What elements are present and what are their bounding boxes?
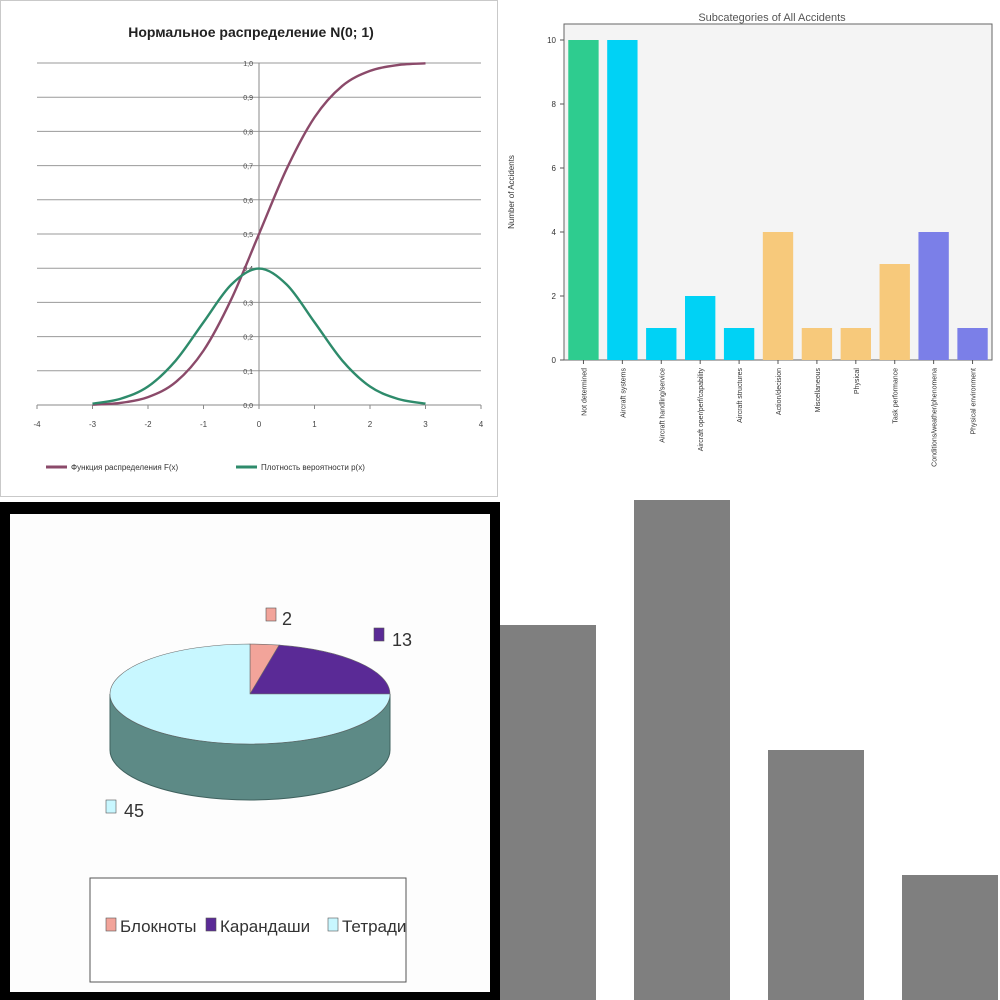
chart1-y-tick: 0,7: [243, 164, 253, 171]
chart2-x-tick-label: Miscellaneous: [815, 368, 822, 413]
chart2-x-tick-label: Task performance: [893, 368, 900, 424]
gray-bar: [768, 750, 864, 1000]
chart1-x-tick: -2: [144, 420, 152, 429]
gray-bar: [634, 500, 730, 1000]
accident-bar: [762, 232, 794, 360]
cdf-series-line: [92, 62, 426, 406]
chart1-y-tick: 0,0: [243, 403, 253, 410]
chart2-x-tick-label: Conditions/weather/phenomena: [932, 368, 939, 467]
gray-bar: [902, 875, 998, 1000]
chart2-x-tick-label: Not determined: [581, 368, 588, 416]
normal-distribution-chart: Нормальное распределение N(0; 1) 0,0 0,1 0…: [0, 0, 498, 497]
supplies-pie-panel: 2 13 45 Блокноты Карандаши Тетради: [0, 502, 500, 1000]
normal-distribution-svg: Нормальное распределение N(0; 1) 0,0 0,1 0…: [33, 24, 484, 472]
pie-value-swatch: [265, 607, 277, 622]
chart2-x-tick-label: Action/decision: [776, 368, 783, 415]
chart1-y-tick: 0,9: [243, 95, 253, 102]
pie-legend-box: [89, 877, 407, 983]
chart2-title: Subcategories of All Accidents: [698, 12, 846, 24]
chart1-x-tick: 0: [257, 420, 262, 429]
chart1-y-tick: 0,5: [243, 232, 253, 239]
legend-label-cdf: Функция распределения F(x): [71, 463, 179, 472]
accident-bar: [801, 328, 833, 360]
pie-slice: [109, 643, 391, 745]
supplies-pie-chart: 2 13 45 Блокноты Карандаши Тетради: [10, 514, 490, 992]
chart1-y-tick: 0,6: [243, 198, 253, 205]
gray-bar-chart: [500, 500, 1000, 1000]
chart2-x-tick-label: Aircraft handling/service: [659, 368, 666, 443]
chart2-x-tick-label: Physical environment: [971, 368, 978, 435]
accident-bar: [918, 232, 949, 360]
chart2-y-tick: 4: [552, 228, 557, 237]
pie-value-label: 2: [282, 609, 292, 629]
chart1-y-tick: 0,4: [243, 266, 253, 273]
accident-bar: [607, 40, 638, 360]
chart2-y-tick: 2: [552, 292, 557, 301]
chart1-x-tick: 4: [479, 420, 484, 429]
pie-value-swatch: [373, 627, 385, 642]
accident-bar: [646, 328, 677, 360]
chart2-x-tick-label: Aircraft systems: [620, 368, 627, 418]
chart1-y-tick: 0,3: [243, 300, 253, 307]
chart1-x-tick: 3: [423, 420, 428, 429]
pie-legend-swatch: [105, 917, 117, 932]
accident-bar: [723, 328, 755, 360]
supplies-pie-svg: 2 13 45 Блокноты Карандаши Тетради: [89, 607, 412, 983]
chart2-ylabel: Number of Accidents: [507, 155, 516, 229]
chart1-y-tick: 0,2: [243, 335, 253, 342]
chart1-x-tick: -4: [33, 420, 41, 429]
pie-value-label: 45: [124, 801, 144, 821]
pie-legend-label: Блокноты: [120, 917, 196, 936]
chart1-title: Нормальное распределение N(0; 1): [128, 24, 374, 40]
accident-bar: [957, 328, 988, 360]
pie-legend-swatch: [327, 917, 339, 932]
chart2-y-tick: 8: [552, 100, 557, 109]
chart2-x-tick-label: Aircraft oper/perf/capability: [698, 368, 705, 452]
gray-bar: [500, 625, 596, 1000]
chart1-x-tick: 1: [312, 420, 317, 429]
chart1-y-tick: 0,8: [243, 129, 253, 136]
chart2-x-tick-label: Physical: [854, 368, 861, 395]
accident-bar: [685, 296, 716, 360]
pie-legend-label: Карандаши: [220, 917, 310, 936]
chart1-y-tick: 0,1: [243, 369, 253, 376]
pie-legend-swatch: [205, 917, 217, 932]
chart2-y-tick: 10: [547, 36, 556, 45]
gray-bar-svg: [500, 500, 998, 1000]
pie-value-swatch: [105, 799, 117, 814]
chart2-x-tick-label: Aircraft structures: [737, 368, 744, 423]
chart2-y-tick: 6: [552, 164, 557, 173]
chart1-x-tick: -3: [89, 420, 97, 429]
accident-bar: [879, 264, 910, 360]
chart1-y-tick: 1,0: [243, 61, 253, 68]
chart1-x-tick: 2: [368, 420, 373, 429]
chart1-legend: Функция распределения F(x) Плотность вер…: [46, 463, 365, 472]
pie-slice: [249, 644, 391, 695]
accident-bar: [568, 40, 599, 360]
pie-value-label: 13: [392, 630, 412, 650]
accidents-bar-chart: Subcategories of All Accidents Number of…: [502, 0, 1000, 497]
legend-label-pdf: Плотность вероятности p(x): [261, 463, 365, 472]
accidents-bar-svg: Subcategories of All Accidents Number of…: [507, 12, 993, 467]
chart2-y-tick: 0: [552, 356, 557, 365]
pie-legend-label: Тетради: [342, 917, 406, 936]
pdf-series-line: [92, 267, 426, 405]
chart1-x-tick: -1: [200, 420, 208, 429]
accident-bar: [840, 328, 871, 360]
